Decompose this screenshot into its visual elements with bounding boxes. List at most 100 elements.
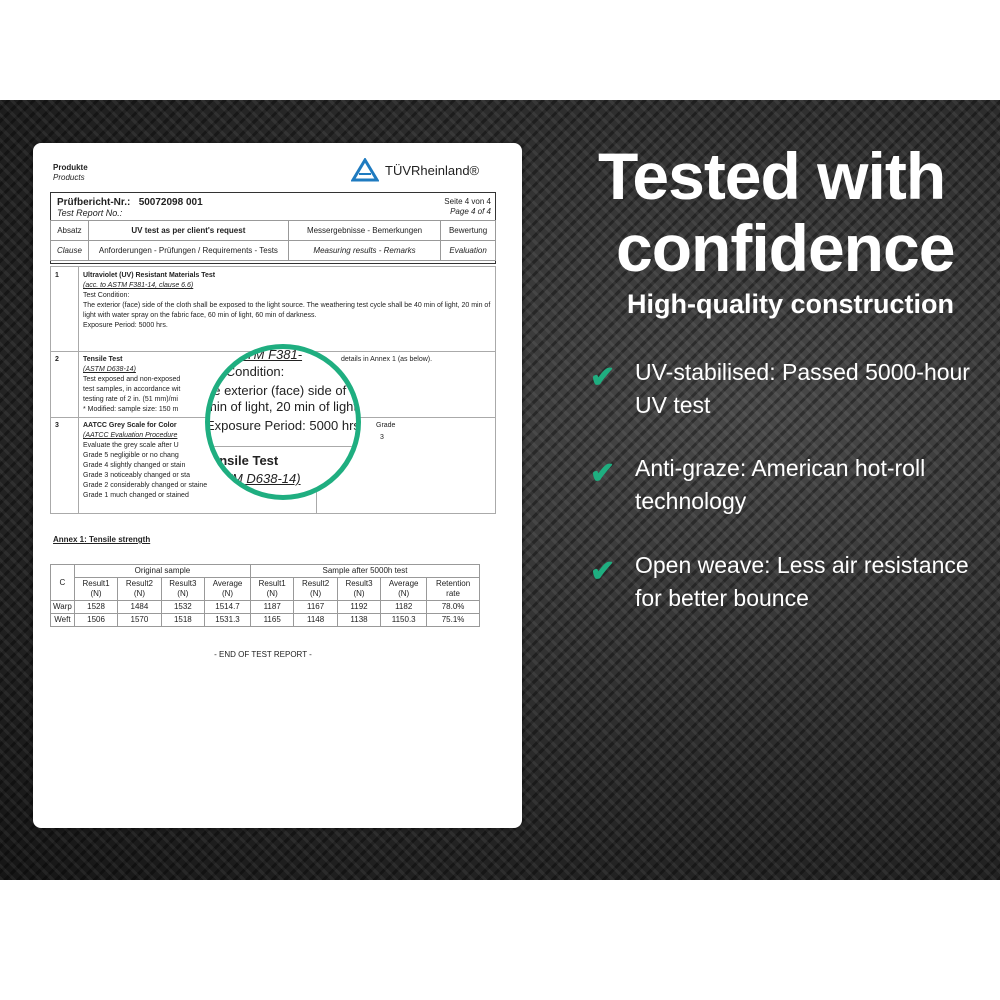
page-en: Page 4 of 4 (450, 207, 491, 216)
table-cell: 1570 (117, 613, 162, 627)
table-cell: 1518 (160, 613, 206, 627)
headline-line-2: confidence (616, 211, 955, 285)
mag-text: TM D638-14) (224, 471, 301, 486)
table-cell: 1484 (117, 600, 162, 614)
header-table: Absatz UV test as per client's request Mes… (50, 220, 496, 261)
item-ref: (acc. to ASTM F381-14, clause 6.6) (83, 282, 194, 289)
column-header: Result2 (N) (117, 577, 162, 601)
column-header: Retention rate (426, 577, 480, 601)
tuv-logo: TÜVRheinland® (351, 158, 479, 182)
item-title: AATCC Grey Scale for Color (83, 422, 177, 429)
table-cell: 1150.3 (380, 613, 428, 627)
column-header: Result3 (N) (336, 577, 382, 601)
test-report-document: Produkte Products TÜVRheinland® Prüfberi… (33, 143, 522, 828)
check-icon: ✔ (590, 361, 616, 394)
subheadline: High-quality construction (627, 289, 954, 319)
item-text: test samples, in accordance wit (83, 386, 181, 393)
item-text: Evaluate the grey scale after U (83, 442, 179, 449)
table-cell: 1138 (336, 613, 382, 627)
table-cell: 1182 (380, 600, 428, 614)
grade-value: 3 (380, 434, 384, 441)
table-cell: 78.0% (426, 600, 480, 614)
group-original: Original sample (73, 564, 251, 578)
item-text: testing rate of 2 in. (51 mm)/mi (83, 396, 178, 403)
table-cell: 1531.3 (204, 613, 251, 627)
table-cell: 1514.7 (204, 600, 251, 614)
row-label: Warp (50, 600, 75, 614)
item-text: Grade 3 noticeably changed or sta (83, 472, 191, 479)
table-cell: 1148 (293, 613, 338, 627)
item-number: 3 (55, 422, 59, 429)
eval-en: Evaluation (440, 240, 496, 261)
table-cell: 1532 (160, 600, 206, 614)
mag-text: he exterior (face) side of (206, 383, 347, 398)
magnifier-lens: o ASTM F381- st Condition: he exterior (… (205, 344, 361, 500)
headline-line-1: Tested with (598, 139, 946, 213)
report-title: UV test as per client's request (87, 220, 289, 241)
table-cell: 75.1% (426, 613, 480, 627)
items-box: 1 Ultraviolet (UV) Resistant Materials T… (50, 266, 496, 514)
mag-text: ensile Test (212, 453, 279, 468)
annex-title: Annex 1: Tensile strength (53, 535, 151, 544)
item-number: 2 (55, 356, 59, 363)
results-en: Measuring results - Remarks (287, 240, 442, 261)
item-title: Ultraviolet (UV) Resistant Materials Tes… (83, 272, 216, 279)
item-text: The exterior (face) side of the cloth sh… (83, 302, 491, 319)
item-text: * Modified: sample size: 150 m (83, 406, 179, 413)
check-icon: ✔ (590, 555, 616, 588)
clause-de: Absatz (50, 220, 89, 241)
tensile-table: C Original sample Sample after 5000h test … (50, 564, 481, 627)
clause-en: Clause (50, 240, 89, 261)
item-result: details in Annex 1 (as below). (341, 356, 433, 363)
item-text: Grade 5 negligible or no chang (83, 452, 179, 459)
page-de: Seite 4 von 4 (444, 197, 491, 206)
table-cell: 1528 (73, 600, 119, 614)
feature-uv: UV-stabilised: Passed 5000-hour UV test (635, 359, 970, 418)
table-row: Weft 1506 1570 1518 1531.3 1165 1148 1138 1150.3… (50, 613, 480, 627)
column-header: Result1 (N) (249, 577, 295, 601)
table-row: Warp 1528 1484 1532 1514.7 1187 1167 1192 1182 78… (50, 600, 480, 614)
table-cell: 1192 (336, 600, 382, 614)
column-header: Average (N) (204, 577, 251, 601)
item-text: Grade 2 considerably changed or staine (83, 482, 208, 489)
products-label: Produkte (53, 163, 88, 172)
item-text: Test exposed and non-exposed (83, 376, 181, 383)
table-cell: 1165 (249, 613, 295, 627)
requirements-header: Anforderungen - Prüfungen / Requirements… (87, 240, 289, 261)
tuv-logo-text: TÜVRheinland® (385, 162, 480, 178)
item-title: Tensile Test (83, 356, 123, 363)
report-number: 50072098 001 (138, 197, 203, 208)
item-ref: (AATCC Evaluation Procedure (83, 432, 178, 439)
feature-open-weave: Open weave: Less air resistance for bett… (635, 552, 969, 611)
column-header: Result3 (N) (160, 577, 206, 601)
column-header: Result1 (N) (73, 577, 119, 601)
table-cell: 1187 (249, 600, 295, 614)
row-label: Weft (50, 613, 75, 627)
report-header-box: Prüfbericht-Nr.: 50072098 001 Test Repor… (50, 192, 496, 264)
results-de: Messergebnisse - Bemerkungen (287, 220, 442, 241)
tuv-triangle-icon (351, 158, 379, 182)
feature-anti-graze: Anti-graze: American hot-roll technology (635, 455, 926, 514)
item-text: Grade 4 slightly changed or stain (83, 462, 186, 469)
products-label-en: Products (53, 173, 85, 182)
table-cell: 1167 (293, 600, 338, 614)
item-number: 1 (55, 272, 59, 279)
mag-text: min of light, 20 min of light (206, 399, 358, 414)
end-of-report: - END OF TEST REPORT - (214, 650, 312, 659)
corner-cell: C (50, 564, 75, 601)
column-header: Result2 (N) (293, 577, 338, 601)
group-after: Sample after 5000h test (249, 564, 481, 578)
mag-text: st Condition: (212, 364, 285, 379)
mag-text: o ASTM F381- (218, 347, 303, 362)
column-header: Average (N) (380, 577, 428, 601)
item-text: Test Condition: (83, 292, 130, 299)
item-ref: (ASTM D638-14) (83, 366, 136, 373)
grade-label: Grade (376, 422, 396, 429)
item-text: Exposure Period: 5000 hrs. (83, 322, 168, 329)
check-icon: ✔ (590, 457, 616, 490)
mag-text: Exposure Period: 5000 hrs. (206, 418, 361, 433)
report-no-label-en: Test Report No.: (57, 208, 123, 218)
eval-de: Bewertung (440, 220, 496, 241)
table-cell: 1506 (73, 613, 119, 627)
headline: Tested with confidence (598, 139, 955, 285)
